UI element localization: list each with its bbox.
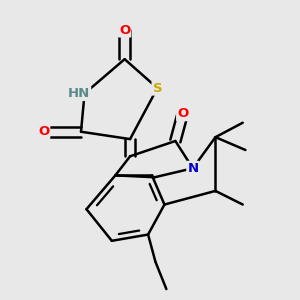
Text: O: O xyxy=(177,107,188,120)
Text: N: N xyxy=(187,162,198,175)
Text: O: O xyxy=(119,23,130,37)
Text: S: S xyxy=(153,82,162,94)
Text: O: O xyxy=(38,125,49,138)
Text: HN: HN xyxy=(68,87,90,100)
